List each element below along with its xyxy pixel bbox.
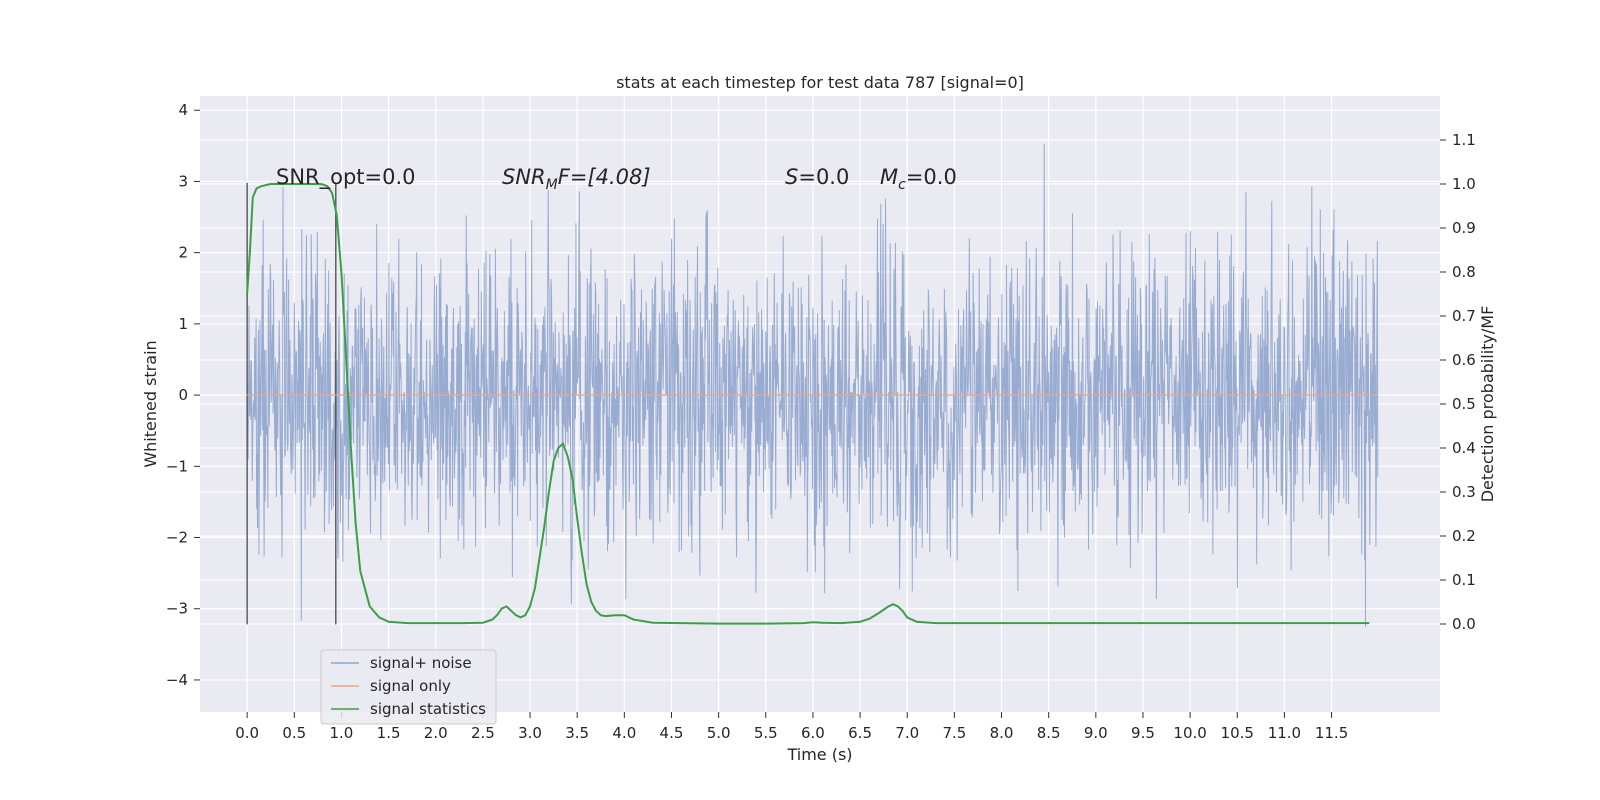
y-axis-ticks: 4 3 2 1 0 −1 −2 −3 −4	[166, 101, 200, 689]
y-tick-label: 4	[178, 101, 188, 119]
y2-tick-label: 0.2	[1452, 527, 1476, 545]
y2-tick-label: 0.9	[1452, 219, 1476, 237]
x-tick-label: 3.5	[565, 724, 589, 742]
y-tick-label: 3	[178, 172, 188, 190]
y2-tick-label: 0.5	[1452, 395, 1476, 413]
y2-axis-ticks: 1.1 1.0 0.9 0.8 0.7 0.6 0.5 0.4 0.3 0.2 0.1 0.0	[1440, 131, 1476, 633]
y-tick-label: 1	[178, 315, 188, 333]
x-tick-label: 4.0	[612, 724, 636, 742]
x-tick-label: 10.0	[1173, 724, 1206, 742]
annotation-snr-mf-rest: F=[4.08]	[558, 165, 651, 189]
x-tick-label: 7.0	[895, 724, 919, 742]
x-tick-label: 11.0	[1268, 724, 1301, 742]
x-axis-label: Time (s)	[786, 745, 852, 764]
x-tick-label: 1.0	[330, 724, 354, 742]
x-tick-label: 7.5	[942, 724, 966, 742]
signal-plus-noise-line	[246, 143, 1379, 627]
x-tick-label: 6.5	[848, 724, 872, 742]
x-tick-label: 2.0	[424, 724, 448, 742]
x-axis-ticks: 0.0 0.5 1.0 1.5 2.0 2.5 3.0 3.5 4.0 4.5 5.0 5.5 6.0 6…	[235, 712, 1348, 742]
legend: signal+ noise signal only signal statist…	[320, 649, 497, 725]
vertical-markers	[246, 182, 337, 625]
y2-axis-label: Detection probability/MF	[1478, 306, 1497, 503]
annotation-snr-mf: SNRMF=[4.08]	[502, 165, 651, 193]
annotation-snr-mf-sub: M	[546, 177, 558, 193]
x-tick-label: 0.0	[235, 724, 259, 742]
y2-tick-label: 0.0	[1452, 615, 1476, 633]
x-tick-label: 6.0	[801, 724, 825, 742]
x-tick-label: 3.0	[518, 724, 542, 742]
y-tick-label: 0	[178, 386, 188, 404]
x-tick-label: 5.5	[754, 724, 778, 742]
y2-tick-label: 0.1	[1452, 571, 1476, 589]
signal-statistics-line	[246, 183, 1370, 625]
annotation-s-value: =0.0	[798, 165, 849, 189]
x-tick-label: 0.5	[282, 724, 306, 742]
y2-tick-label: 1.0	[1452, 175, 1476, 193]
y2-tick-label: 0.3	[1452, 483, 1476, 501]
chart-title: stats at each timestep for test data 787…	[616, 73, 1024, 92]
x-tick-label: 5.0	[707, 724, 731, 742]
y2-tick-label: 0.8	[1452, 263, 1476, 281]
x-tick-label: 9.5	[1131, 724, 1155, 742]
x-tick-label: 8.5	[1037, 724, 1061, 742]
annotation-mc: Mc=0.0	[880, 165, 957, 193]
x-tick-label: 8.0	[990, 724, 1014, 742]
legend-label-signal-only: signal only	[370, 677, 451, 695]
y-tick-label: −1	[166, 457, 188, 475]
legend-label-signal-statistics: signal statistics	[370, 700, 486, 718]
annotation-mc-value: =0.0	[906, 165, 957, 189]
legend-label-signal-noise: signal+ noise	[370, 654, 472, 672]
annotation-s-symbol: S	[785, 165, 798, 189]
y-tick-label: −2	[166, 529, 188, 547]
signal-plus-noise-series	[246, 143, 1379, 627]
x-tick-label: 2.5	[471, 724, 495, 742]
annotation-snr-mf-base: SNR	[502, 165, 546, 189]
y-tick-label: −3	[166, 600, 188, 618]
annotation-s: S=0.0	[785, 165, 849, 189]
legend-box	[320, 649, 497, 725]
y-tick-label: −4	[166, 671, 188, 689]
y2-tick-label: 0.7	[1452, 307, 1476, 325]
signal-statistics-series	[246, 183, 1370, 625]
x-tick-label: 10.5	[1221, 724, 1254, 742]
x-tick-label: 9.0	[1084, 724, 1108, 742]
y2-tick-label: 1.1	[1452, 131, 1476, 149]
annotation-mc-sub: c	[898, 177, 906, 193]
x-tick-label: 1.5	[377, 724, 401, 742]
annotation-snr-opt: SNR_opt=0.0	[276, 165, 416, 190]
x-tick-label: 11.5	[1315, 724, 1348, 742]
x-tick-label: 4.5	[660, 724, 684, 742]
y-axis-label: Whitened strain	[141, 340, 160, 467]
annotation-mc-symbol: M	[880, 165, 898, 189]
y2-tick-label: 0.4	[1452, 439, 1476, 457]
y2-tick-label: 0.6	[1452, 351, 1476, 369]
y-tick-label: 2	[178, 244, 188, 262]
